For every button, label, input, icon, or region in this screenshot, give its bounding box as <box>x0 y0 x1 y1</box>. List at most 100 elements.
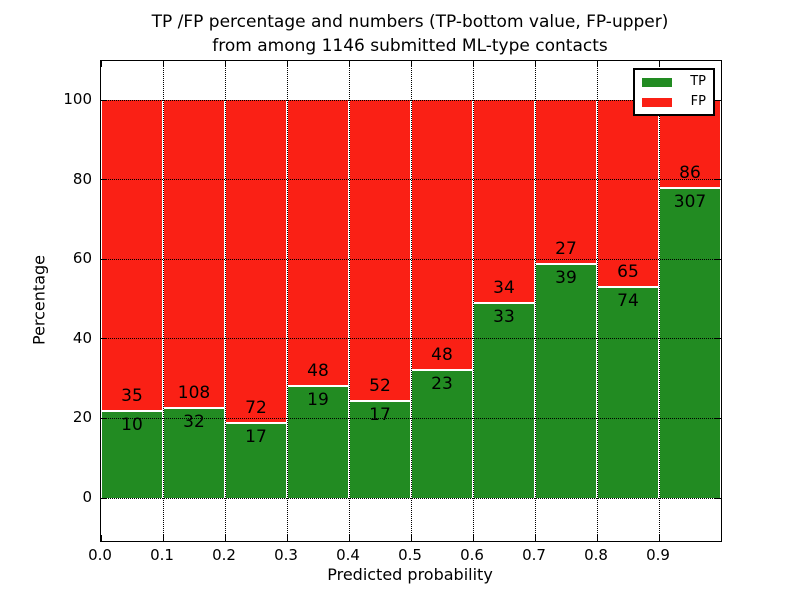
tp-count-label: 32 <box>183 412 205 433</box>
x-tick-mark <box>410 535 412 541</box>
bar-tp-segment <box>660 187 720 498</box>
y-tick-label: 60 <box>72 249 92 268</box>
fp-count-label: 48 <box>431 345 453 366</box>
x-tick-mark-top <box>224 61 226 67</box>
x-tick-mark-top <box>534 61 536 67</box>
bar-tp-segment <box>288 385 348 498</box>
gridline-vertical <box>162 61 164 541</box>
y-tick-mark <box>101 338 107 340</box>
x-tick-mark <box>100 535 102 541</box>
bar-fp-segment <box>350 100 410 400</box>
y-tick-label: 80 <box>72 169 92 188</box>
tp-count-label: 39 <box>555 267 577 288</box>
x-tick-label: 0.3 <box>274 546 298 564</box>
bar-tp-segment <box>164 407 224 498</box>
x-tick-mark <box>658 535 660 541</box>
tp-count-label: 74 <box>617 291 639 312</box>
x-tick-mark-top <box>286 61 288 67</box>
bar-tp-segment <box>102 409 162 498</box>
x-tick-mark <box>224 535 226 541</box>
gridline-vertical <box>472 61 474 541</box>
y-tick-mark <box>101 417 107 419</box>
x-tick-label: 0.4 <box>336 546 360 564</box>
gridline-vertical <box>596 61 598 541</box>
y-tick-mark <box>101 179 107 181</box>
bar-fp-segment <box>412 100 472 370</box>
y-tick-label: 20 <box>72 408 92 427</box>
x-tick-label: 0.2 <box>212 546 236 564</box>
fp-count-label: 48 <box>307 361 329 382</box>
bar-fp-segment <box>474 100 534 302</box>
tp-count-label: 23 <box>431 374 453 395</box>
fp-count-label: 52 <box>369 375 391 396</box>
gridline-vertical <box>658 61 660 541</box>
y-tick-label: 100 <box>63 90 92 108</box>
x-tick-label: 0.1 <box>150 546 174 564</box>
x-tick-mark <box>534 535 536 541</box>
fp-count-label: 35 <box>121 385 143 406</box>
fp-count-label: 108 <box>177 383 211 404</box>
tp-count-label: 17 <box>245 426 267 447</box>
chart-title: TP /FP percentage and numbers (TP-bottom… <box>100 10 720 58</box>
x-tick-label: 0.6 <box>460 546 484 564</box>
chart-title-line2: from among 1146 submitted ML-type contac… <box>212 36 608 57</box>
x-tick-mark-top <box>410 61 412 67</box>
gridline-vertical <box>286 61 288 541</box>
x-tick-mark-top <box>162 61 164 67</box>
x-tick-mark-top <box>472 61 474 67</box>
chart-title-line1: TP /FP percentage and numbers (TP-bottom… <box>151 12 669 32</box>
fp-color-swatch <box>642 97 672 107</box>
legend-entry-fp: FP <box>642 95 706 109</box>
plot-area: TP FP 35 10 108 32 72 17 48 19 52 17 48 23 34 33 27 39 6… <box>100 60 722 542</box>
bar-tp-segment <box>536 262 596 498</box>
x-axis-label: Predicted probability <box>327 565 493 584</box>
y-tick-mark <box>101 99 107 101</box>
x-tick-label: 0.9 <box>646 546 670 564</box>
bar-fp-segment <box>226 100 286 422</box>
x-tick-mark-top <box>596 61 598 67</box>
x-tick-label: 0.0 <box>88 546 112 564</box>
legend-label-tp: TP <box>690 74 706 89</box>
x-tick-mark-top <box>658 61 660 67</box>
bar-tp-segment <box>226 421 286 498</box>
tp-color-swatch <box>642 77 672 87</box>
x-tick-label: 0.8 <box>584 546 608 564</box>
bar-tp-segment <box>474 301 534 498</box>
legend: TP FP <box>633 68 715 116</box>
tp-count-label: 33 <box>493 306 515 327</box>
x-tick-label: 0.5 <box>398 546 422 564</box>
gridline-vertical <box>410 61 412 541</box>
gridline-vertical <box>348 61 350 541</box>
y-tick-mark-right <box>715 417 721 419</box>
bar-fp-segment <box>164 100 224 408</box>
bar-tp-segment <box>350 399 410 498</box>
x-tick-mark-top <box>348 61 350 67</box>
y-tick-mark-right <box>715 99 721 101</box>
fp-count-label: 86 <box>679 163 701 184</box>
legend-entry-tp: TP <box>642 75 706 89</box>
x-tick-mark <box>472 535 474 541</box>
y-tick-mark-right <box>715 179 721 181</box>
y-tick-mark <box>101 258 107 260</box>
y-tick-mark-right <box>715 258 721 260</box>
gridline-vertical <box>534 61 536 541</box>
tp-count-label: 17 <box>369 404 391 425</box>
bar-fp-segment <box>536 100 596 263</box>
bar-tp-segment <box>412 369 472 498</box>
fp-count-label: 65 <box>617 262 639 283</box>
fp-count-label: 34 <box>493 277 515 298</box>
fp-count-label: 72 <box>245 397 267 418</box>
x-tick-mark <box>286 535 288 541</box>
y-tick-label: 40 <box>72 328 92 347</box>
x-tick-mark <box>596 535 598 541</box>
bar-fp-segment <box>598 100 658 287</box>
x-tick-mark-top <box>100 61 102 67</box>
x-tick-mark <box>348 535 350 541</box>
legend-label-fp: FP <box>690 94 706 109</box>
tp-count-label: 307 <box>673 192 707 213</box>
y-tick-mark-right <box>715 338 721 340</box>
tp-count-label: 19 <box>307 390 329 411</box>
y-tick-mark <box>101 497 107 499</box>
gridline-vertical <box>224 61 226 541</box>
